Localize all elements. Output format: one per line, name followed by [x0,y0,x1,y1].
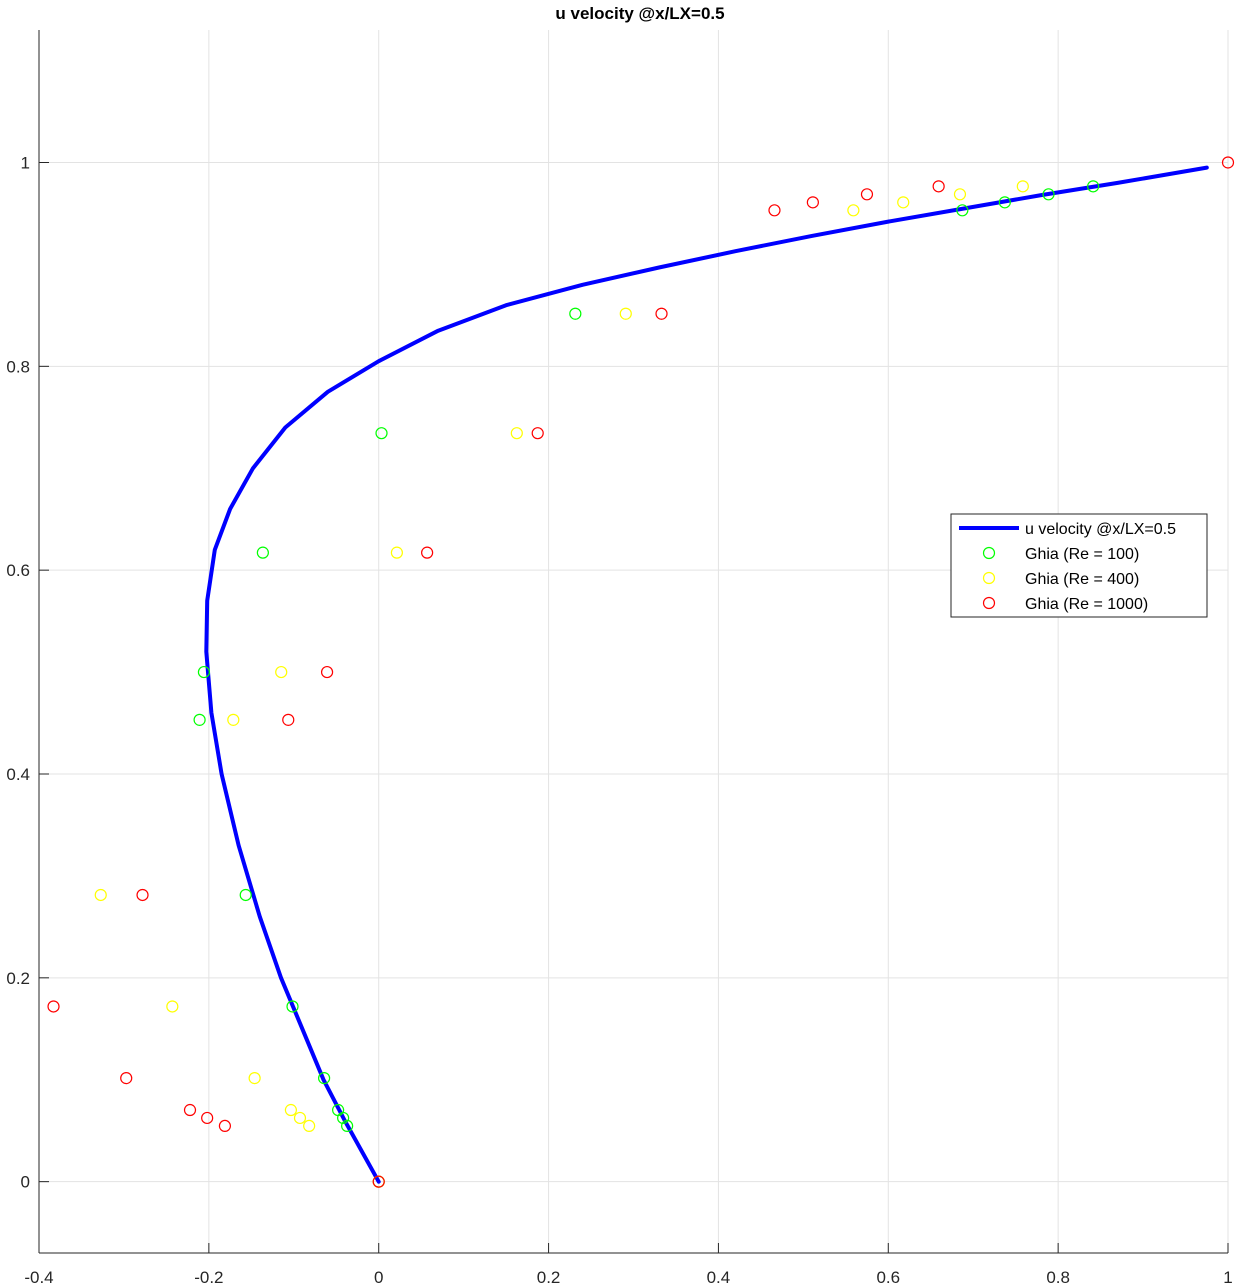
data-point [655,307,668,320]
legend-entry-label: Ghia (Re = 1000) [1025,596,1148,613]
data-point [372,1175,385,1188]
series-line [204,165,1209,1184]
data-point [341,1119,354,1133]
y-tick-label: 0.2 [6,969,30,988]
data-point [806,196,819,209]
data-point [256,546,269,559]
x-tick-label: -0.4 [24,1268,53,1287]
x-tick-label: 1 [1223,1268,1232,1287]
legend-marker-swatch [982,546,996,560]
legend-marker-swatch [982,571,996,585]
data-point [303,1119,316,1133]
y-tick-label: 0.6 [6,561,30,580]
axes [38,30,1229,1254]
data-point [847,204,860,217]
data-point [293,1111,307,1125]
data-point [421,546,434,559]
x-tick-label: 0.8 [1046,1268,1070,1287]
x-tick-label: 0.2 [537,1268,561,1287]
data-point [390,546,403,559]
y-tick-label: 0 [21,1173,30,1192]
data-point [932,180,945,193]
data-point [166,1000,179,1013]
legend-entry-label: u velocity @x/LX=0.5 [1025,521,1176,538]
legend-entry-label: Ghia (Re = 100) [1025,546,1139,563]
y-tick-label: 1 [21,153,30,172]
data-point [375,427,388,440]
tick-labels: -0.4 -0.2 0 0.2 0.4 0.6 0.8 1 0 0.2 0.4 0.6 0.8 1 [6,153,1232,1287]
data-point [227,713,240,726]
data-point [284,1103,297,1117]
chart-title: u velocity @x/LX=0.5 [555,4,724,23]
data-point [998,196,1011,209]
data-point [248,1072,261,1085]
data-point [282,713,295,726]
x-tick-label: -0.2 [194,1268,223,1287]
data-point [1221,156,1235,169]
data-point [332,1103,345,1117]
y-tick-label: 0.4 [6,765,30,784]
y-tick-label: 0.8 [6,357,30,376]
data-point [1016,180,1029,193]
data-point [320,665,334,679]
data-point [183,1103,197,1117]
data-point [318,1072,331,1085]
data-point [94,888,107,902]
plot-area [47,156,1235,1188]
data-point [47,1000,60,1013]
data-point [531,427,544,440]
data-point [897,196,910,209]
legend-marker-swatch [982,596,996,610]
x-tick-label: 0.6 [876,1268,900,1287]
data-point [275,665,288,679]
data-point [193,713,206,726]
data-point [218,1119,232,1133]
data-point [201,1111,214,1125]
data-point [1087,180,1100,193]
grid-lines [38,30,1229,1253]
data-point [953,188,967,201]
data-point [239,888,252,902]
legend: u velocity @x/LX=0.5 Ghia (Re = 100) Ghia … [950,513,1208,618]
data-point [956,204,969,217]
data-point [120,1072,133,1085]
data-point [860,188,874,201]
data-point [136,888,149,902]
data-point [619,307,632,320]
data-point [286,1000,299,1013]
data-point [569,307,582,320]
data-point [768,204,781,217]
legend-entry-label: Ghia (Re = 400) [1025,571,1139,588]
data-point [510,427,523,440]
data-point [197,665,211,679]
data-point [1042,188,1055,201]
x-tick-label: 0.4 [707,1268,731,1287]
x-tick-label: 0 [374,1268,383,1287]
